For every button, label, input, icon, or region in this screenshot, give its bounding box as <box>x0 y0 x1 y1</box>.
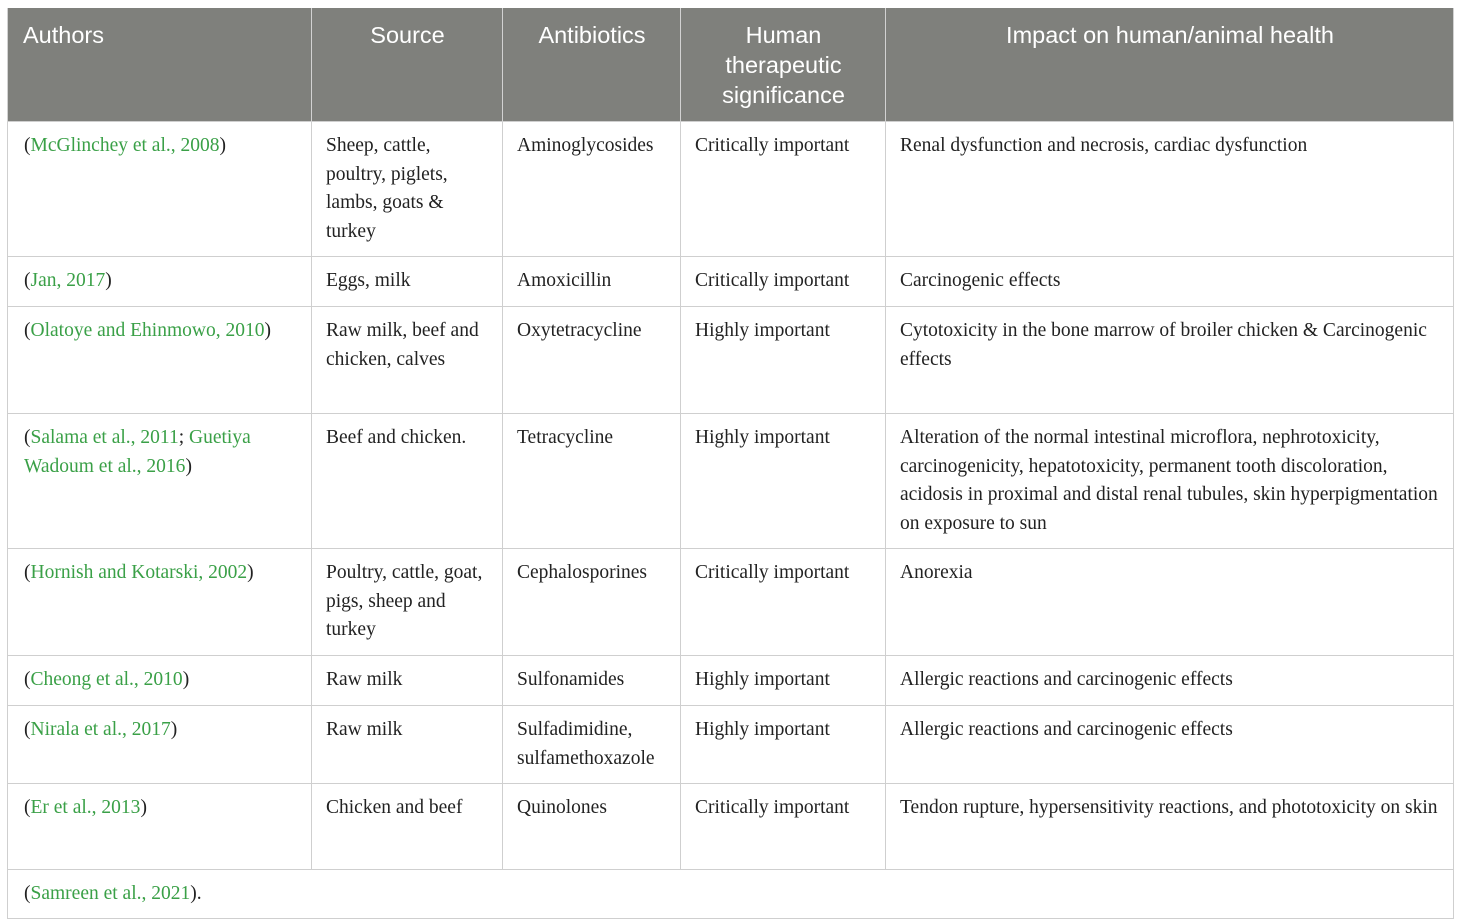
citation-punctuation: ( <box>24 320 31 341</box>
citation-link[interactable]: Guetiya Wadoum et al., 2016 <box>24 427 251 477</box>
antibiotic-cell: Quinolones <box>502 783 681 870</box>
header-source: Source <box>311 8 503 122</box>
citation-punctuation: ) <box>140 797 147 818</box>
antibiotic-cell: Tetracycline <box>502 413 681 549</box>
impact-cell: Carcinogenic effects <box>885 256 1454 307</box>
antibiotic-cell: Sulfonamides <box>502 655 681 706</box>
table-row: (Salama et al., 2011; Guetiya Wadoum et … <box>7 413 1454 549</box>
table-row: (Jan, 2017) Eggs, milk Amoxicillin Critical… <box>7 256 1454 307</box>
table-row: (Olatoye and Ehinmowo, 2010) Raw milk, be… <box>7 306 1454 414</box>
citation-punctuation: ( <box>24 562 31 583</box>
source-cell: Poultry, cattle, goat, pigs, sheep and t… <box>311 548 503 656</box>
citation-punctuation: ( <box>24 669 31 690</box>
citation-link[interactable]: McGlinchey et al., 2008 <box>30 135 220 156</box>
citation-link[interactable]: Hornish and Kotarski, 2002 <box>30 562 248 583</box>
citation-punctuation: ) <box>264 320 271 341</box>
citation-punctuation: ( <box>24 427 31 448</box>
antibiotic-cell: Cephalosporines <box>502 548 681 656</box>
table-header: Authors Source Antibiotics Human therape… <box>7 8 1454 122</box>
table-body: (McGlinchey et al., 2008) Sheep, cattle, … <box>7 121 1454 919</box>
header-antibiotics: Antibiotics <box>502 8 681 122</box>
impact-cell: Renal dysfunction and necrosis, cardiac … <box>885 121 1454 257</box>
antibiotic-cell: Sulfadimidine, sulfamethoxazole <box>502 705 681 784</box>
source-cell: Raw milk <box>311 655 503 706</box>
citation-punctuation: ) <box>219 135 227 156</box>
citation-link[interactable]: Salama et al., 2011 <box>30 427 179 448</box>
source-cell: Raw milk, beef and chicken, calves <box>311 306 503 414</box>
significance-cell: Highly important <box>680 413 886 549</box>
source-cell: Eggs, milk <box>311 256 503 307</box>
citation-link[interactable]: Cheong et al., 2010 <box>30 669 183 690</box>
significance-cell: Highly important <box>680 655 886 706</box>
citation-punctuation: ( <box>24 719 31 740</box>
table-row: (Cheong et al., 2010) Raw milk Sulfonamide… <box>7 655 1454 706</box>
significance-cell: Critically important <box>680 548 886 656</box>
authors-cell: (Er et al., 2013) <box>7 783 312 870</box>
citation-punctuation: ) <box>182 669 190 690</box>
citation-punctuation: ( <box>24 797 31 818</box>
impact-cell: Alteration of the normal intestinal micr… <box>885 413 1454 549</box>
impact-cell: Allergic reactions and carcinogenic effe… <box>885 655 1454 706</box>
citation-punctuation: ) <box>105 270 112 291</box>
significance-cell: Critically important <box>680 121 886 257</box>
citation-punctuation: ( <box>24 135 31 156</box>
footnote-suffix: ). <box>190 883 202 904</box>
citation-punctuation: ) <box>170 719 178 740</box>
table-row: (McGlinchey et al., 2008) Sheep, cattle, … <box>7 121 1454 257</box>
table-row: (Nirala et al., 2017) Raw milk Sulfadimidi… <box>7 705 1454 784</box>
source-cell: Chicken and beef <box>311 783 503 870</box>
citation-punctuation: ( <box>24 270 31 291</box>
footnote-row: (Samreen et al., 2021). <box>7 869 1454 919</box>
antibiotic-residues-table: Authors Source Antibiotics Human therape… <box>7 8 1454 919</box>
citation-link[interactable]: Er et al., 2013 <box>30 797 141 818</box>
significance-cell: Highly important <box>680 306 886 414</box>
authors-cell: (Salama et al., 2011; Guetiya Wadoum et … <box>7 413 312 549</box>
citation-punctuation: ) <box>247 562 254 583</box>
impact-cell: Anorexia <box>885 548 1454 656</box>
footnote-cell: (Samreen et al., 2021). <box>7 869 1454 919</box>
authors-cell: (Olatoye and Ehinmowo, 2010) <box>7 306 312 414</box>
impact-cell: Allergic reactions and carcinogenic effe… <box>885 705 1454 784</box>
header-health-impact: Impact on human/animal health <box>885 8 1454 122</box>
source-cell: Raw milk <box>311 705 503 784</box>
significance-cell: Critically important <box>680 783 886 870</box>
authors-cell: (Jan, 2017) <box>7 256 312 307</box>
source-cell: Beef and chicken. <box>311 413 503 549</box>
authors-cell: (McGlinchey et al., 2008) <box>7 121 312 257</box>
citation-link[interactable]: Nirala et al., 2017 <box>30 719 171 740</box>
authors-cell: (Hornish and Kotarski, 2002) <box>7 548 312 656</box>
header-row: Authors Source Antibiotics Human therape… <box>7 8 1454 122</box>
significance-cell: Critically important <box>680 256 886 307</box>
header-therapeutic-significance: Human therapeutic significance <box>680 8 886 122</box>
antibiotic-cell: Oxytetracycline <box>502 306 681 414</box>
authors-cell: (Nirala et al., 2017) <box>7 705 312 784</box>
authors-cell: (Cheong et al., 2010) <box>7 655 312 706</box>
table-row: (Er et al., 2013) Chicken and beef Quinolo… <box>7 783 1454 870</box>
citation-punctuation: ) <box>185 455 192 477</box>
source-cell: Sheep, cattle, poultry, piglets, lambs, … <box>311 121 503 257</box>
header-authors: Authors <box>7 8 312 122</box>
citation-link[interactable]: Samreen et al., 2021 <box>30 883 191 904</box>
table-row: (Hornish and Kotarski, 2002) Poultry, cat… <box>7 548 1454 656</box>
significance-cell: Highly important <box>680 705 886 784</box>
impact-cell: Cytotoxicity in the bone marrow of broil… <box>885 306 1454 414</box>
citation-link[interactable]: Olatoye and Ehinmowo, 2010 <box>30 320 265 341</box>
impact-cell: Tendon rupture, hypersensitivity reactio… <box>885 783 1454 870</box>
citation-punctuation: ; <box>178 427 189 448</box>
citation-link[interactable]: Jan, 2017 <box>30 270 106 291</box>
antibiotic-cell: Aminoglycosides <box>502 121 681 257</box>
citation-punctuation: ( <box>24 883 31 904</box>
antibiotic-cell: Amoxicillin <box>502 256 681 307</box>
